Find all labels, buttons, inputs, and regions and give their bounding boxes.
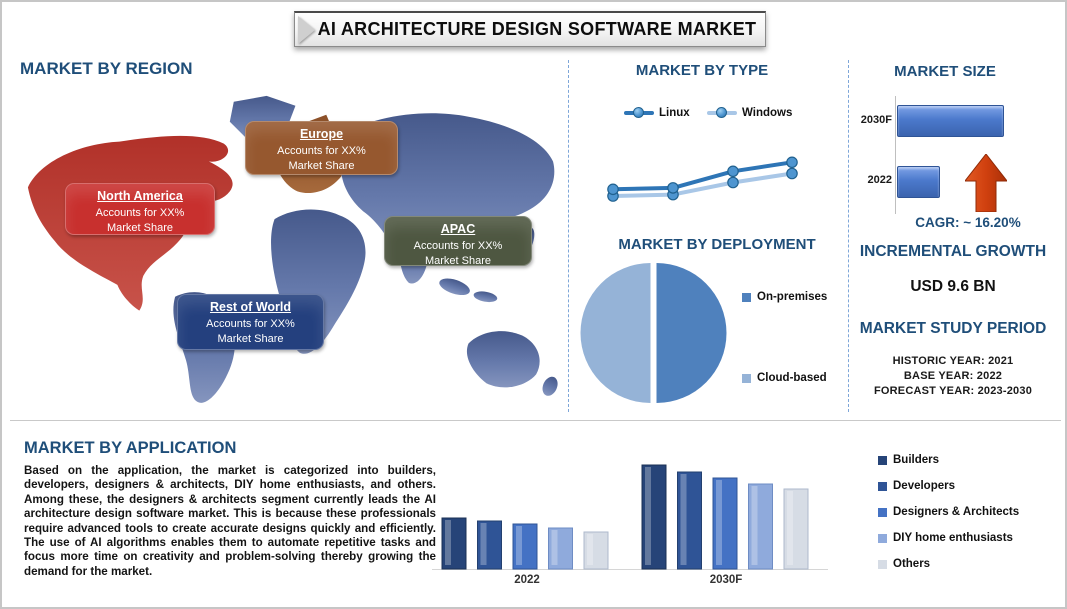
legend-builders: Builders [878,454,939,466]
market-by-application-bar-chart [432,464,828,570]
legend-label: Designers & Architects [893,506,1020,518]
legend-windows: Windows [707,107,792,119]
deployment-section-heading: MARKET BY DEPLOYMENT [618,236,816,253]
legend-label: On-premises [757,291,828,303]
legend-label: Builders [893,454,940,466]
application-paragraph: Based on the application, the market is … [24,464,436,578]
legend-cloud-based: Cloud-based [742,372,827,384]
size-chart-axis [895,96,896,214]
legend-label: Windows [742,107,793,119]
windows-line-marker-icon [707,107,737,118]
builders-swatch-icon [878,455,887,465]
ribbon-arrow-icon [298,16,315,44]
region-share-line1: Accounts for XX% [206,318,295,330]
size-category-2030f: 2030F [860,114,892,126]
region-section-heading: MARKET BY REGION [20,59,193,78]
incremental-growth-heading: INCREMENTAL GROWTH [859,243,1047,260]
market-by-deployment-pie-chart [580,263,727,403]
region-label-rest-of-world: Rest of World Accounts for XX% Market Sh… [177,294,324,350]
region-share-line2: Market Share [288,160,355,172]
size-bar-2030f [897,105,1004,137]
designers-architects-swatch-icon [878,507,887,517]
region-name: Europe [299,127,344,141]
region-share-line2: Market Share [424,255,492,267]
region-share-line1: Accounts for XX% [95,207,185,219]
vertical-divider-left [568,60,569,412]
market-study-period-heading: MARKET STUDY PERIOD [859,320,1047,337]
market-by-type-line-chart [607,156,798,202]
legend-on-premises: On-premises [742,291,827,303]
incremental-growth-value: USD 9.6 BN [910,278,996,295]
legend-developers: Developers [878,480,955,492]
developers-swatch-icon [878,481,887,491]
region-label-north-america: North America Accounts for XX% Market Sh… [65,183,215,235]
legend-label: Developers [893,480,956,492]
legend-linux: Linux [624,107,690,119]
vertical-divider-right [848,60,849,412]
historic-year: HISTORIC YEAR: 2021 [892,355,1014,367]
legend-designers-architects: Designers & Architects [878,506,1019,518]
linux-dot-icon [633,107,644,118]
cagr-text: CAGR: ~ 16.20% [915,215,1021,230]
type-section-heading: MARKET BY TYPE [635,62,769,79]
windows-dot-icon [716,107,727,118]
title-ribbon: AI ARCHITECTURE DESIGN SOFTWARE MARKET [294,11,766,47]
region-share-line1: Accounts for XX% [413,240,503,252]
legend-label: DIY home enthusiasts [893,532,1013,544]
legend-label: Cloud-based [757,372,827,384]
legend-others: Others [878,558,930,570]
cloud-based-swatch-icon [742,373,751,383]
app-x-label-2030f: 2030F [709,574,743,586]
legend-label: Linux [659,107,690,119]
legend-label: Others [893,558,931,570]
base-year: BASE YEAR: 2022 [903,370,1003,382]
region-share-line1: Accounts for XX% [277,145,366,157]
size-bar-2022 [897,166,940,198]
region-share-line2: Market Share [106,222,174,234]
horizontal-divider [10,420,1061,421]
region-share-line2: Market Share [217,333,284,345]
region-name: North America [97,189,183,203]
linux-line-marker-icon [624,107,654,118]
region-name: Rest of World [209,300,292,314]
others-swatch-icon [878,559,887,569]
region-name: APAC [440,222,476,236]
legend-diy-home-enthusiasts: DIY home enthusiasts [878,532,1013,544]
size-section-heading: MARKET SIZE [894,63,996,80]
size-category-2022: 2022 [867,174,892,186]
forecast-year: FORECAST YEAR: 2023-2030 [873,385,1033,397]
region-label-apac: APAC Accounts for XX% Market Share [384,216,532,267]
page-title: AI ARCHITECTURE DESIGN SOFTWARE MARKET [317,19,757,39]
diy-home-enthusiasts-swatch-icon [878,533,887,543]
growth-arrow-icon [965,154,1007,212]
application-section-heading: MARKET BY APPLICATION [24,439,237,457]
app-x-label-2022: 2022 [514,574,540,586]
on-premises-swatch-icon [742,292,751,302]
region-label-europe: Europe Accounts for XX% Market Share [245,121,398,175]
